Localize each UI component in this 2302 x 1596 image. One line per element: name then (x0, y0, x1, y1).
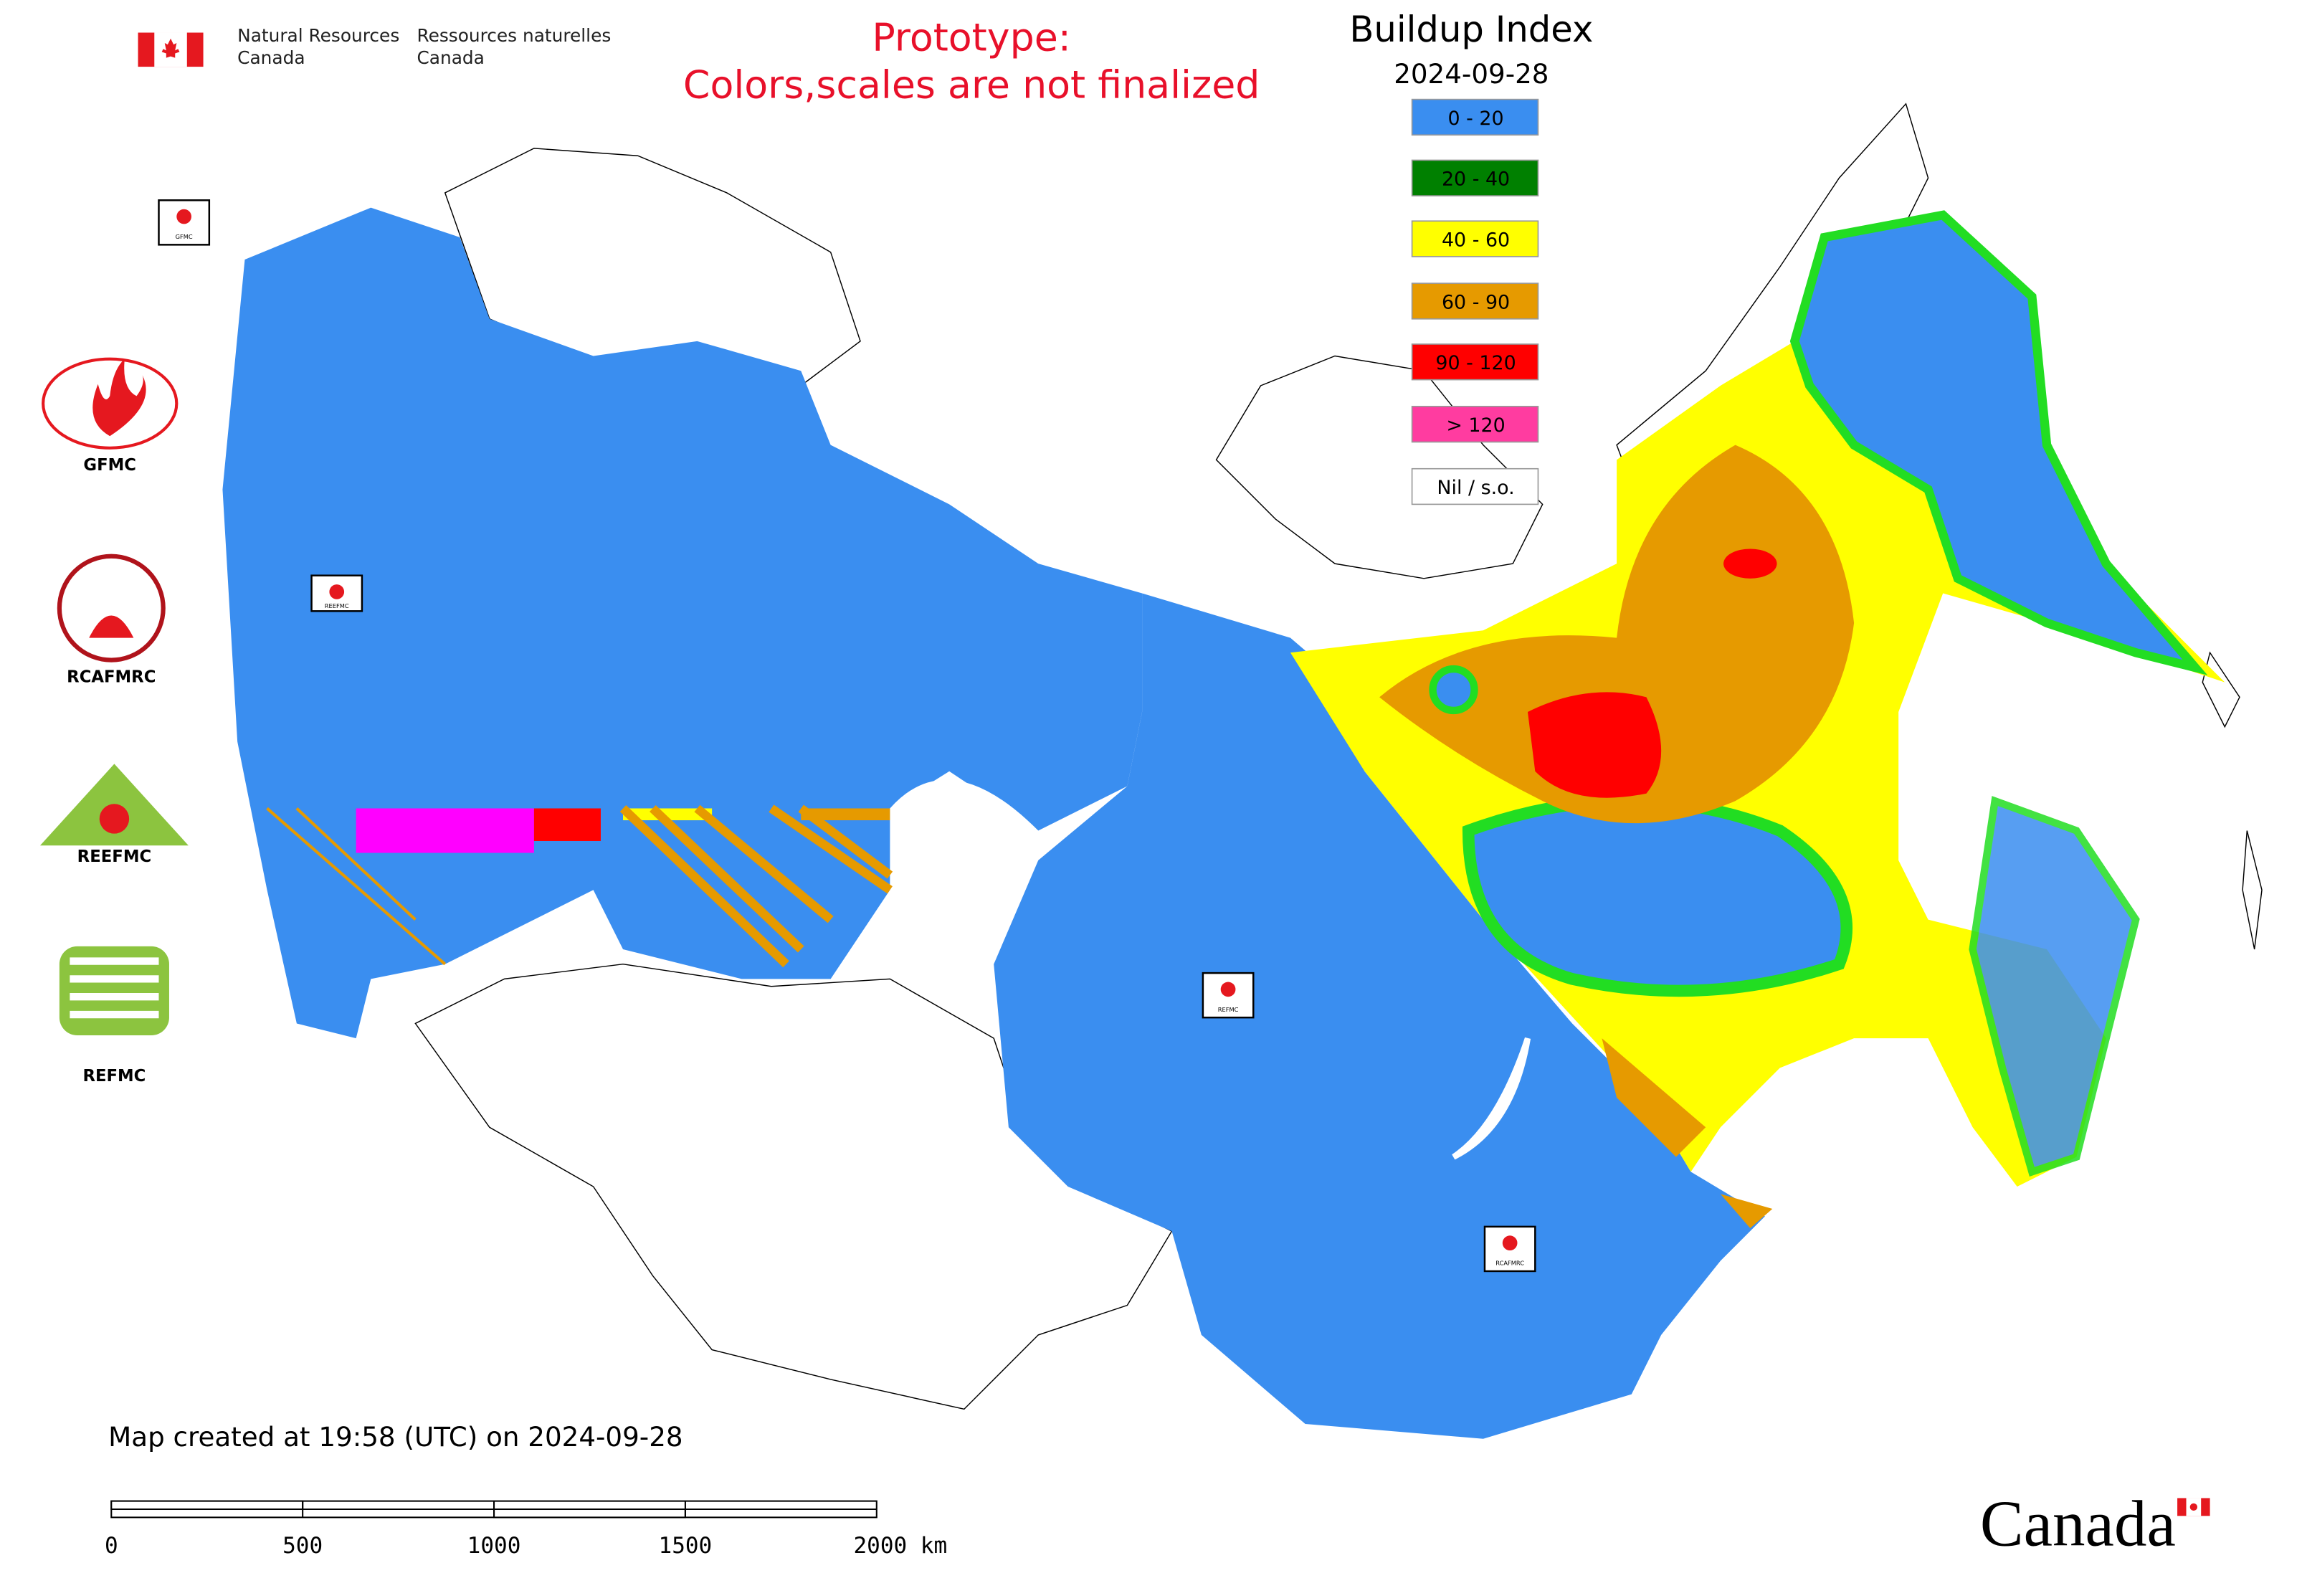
scale-bar (110, 1500, 877, 1519)
map-logo-mark (1502, 1235, 1518, 1250)
logo-shape (42, 357, 179, 450)
map-logo-mark (1220, 982, 1236, 997)
map-logo-label: REFMC (1218, 1006, 1239, 1013)
legend-label: 40 - 60 (1442, 229, 1510, 251)
legend-swatch (1411, 282, 1539, 320)
map-logo-label: RCAFMRC (1495, 1260, 1524, 1267)
region-red (1723, 548, 1777, 579)
legend: 0 - 20 20 - 40 40 - 60 60 - 90 90 - 120 > 120… (1411, 98, 1539, 505)
logo-label: GFMC (83, 456, 136, 475)
legend-swatch (1411, 98, 1539, 136)
region-blue (994, 593, 1765, 1439)
scale-label: 1000 (467, 1533, 521, 1559)
agency-fr: Ressources naturelles (417, 25, 611, 46)
legend-title: Buildup Index (1349, 9, 1593, 50)
agency-en: Canada (237, 47, 305, 68)
side-logos: GFMC RCAFMRC REEFMC REFMC (39, 357, 189, 1086)
legend-label: 60 - 90 (1442, 291, 1510, 313)
scale-label: 0 (105, 1533, 118, 1559)
lake (1452, 1037, 1531, 1160)
legend-label: 20 - 40 (1442, 168, 1510, 191)
wordmark-flag (2177, 1498, 2210, 1516)
region-blue (1429, 665, 1478, 715)
logo-shape (57, 554, 166, 662)
map-logos: GFMC REEFMC REFMC RCAFMRC (158, 199, 1536, 1273)
scale-labels: 0 500 1000 1500 2000 km (105, 1533, 947, 1559)
logo-label: RCAFMRC (67, 668, 156, 687)
agency-fr: Canada (417, 47, 484, 68)
legend-swatch (1411, 159, 1539, 196)
legend-swatch (1411, 343, 1539, 381)
flag (138, 32, 204, 67)
region-orange (1720, 1194, 1773, 1228)
map-logo-mark (176, 209, 192, 224)
map-logo-label: GFMC (176, 233, 193, 240)
canada-wordmark: Canada (1980, 1488, 2176, 1560)
agency-en: Natural Resources (237, 25, 399, 46)
region-blue (1789, 210, 2208, 675)
logo-label: REFMC (82, 1067, 146, 1086)
legend-date: 2024-09-28 (1394, 58, 1549, 90)
scale-label: 2000 km (854, 1533, 948, 1559)
logo-shape (99, 804, 130, 834)
logo-shape (70, 957, 159, 1019)
legend-swatch (1411, 467, 1539, 505)
logo-label: REEFMC (77, 847, 151, 866)
map-logo-label: REEFMC (325, 602, 349, 609)
scale-label: 500 (282, 1533, 323, 1559)
map-created: Map created at 19:58 (UTC) on 2024-09-28 (108, 1421, 682, 1453)
legend-label: Nil / s.o. (1437, 477, 1514, 499)
region-blue (1969, 796, 2140, 1177)
logo-shape (92, 358, 146, 437)
water (890, 779, 1039, 898)
legend-label: > 120 (1446, 414, 1505, 437)
scale-label: 1500 (659, 1533, 713, 1559)
logo-shape (89, 615, 134, 638)
region-red (1527, 692, 1662, 798)
notice: Prototype: (872, 14, 1071, 60)
stripe-band (266, 804, 893, 968)
region-orange (1379, 445, 1855, 824)
legend-label: 90 - 120 (1435, 352, 1516, 374)
region-orange (1602, 1038, 1706, 1157)
legend-swatch (1411, 406, 1539, 443)
legend-label: 0 - 20 (1448, 108, 1504, 130)
legend-swatch (1411, 220, 1539, 257)
notice: Colors,scales are not finalized (683, 62, 1260, 108)
map-logo-mark (329, 584, 345, 599)
